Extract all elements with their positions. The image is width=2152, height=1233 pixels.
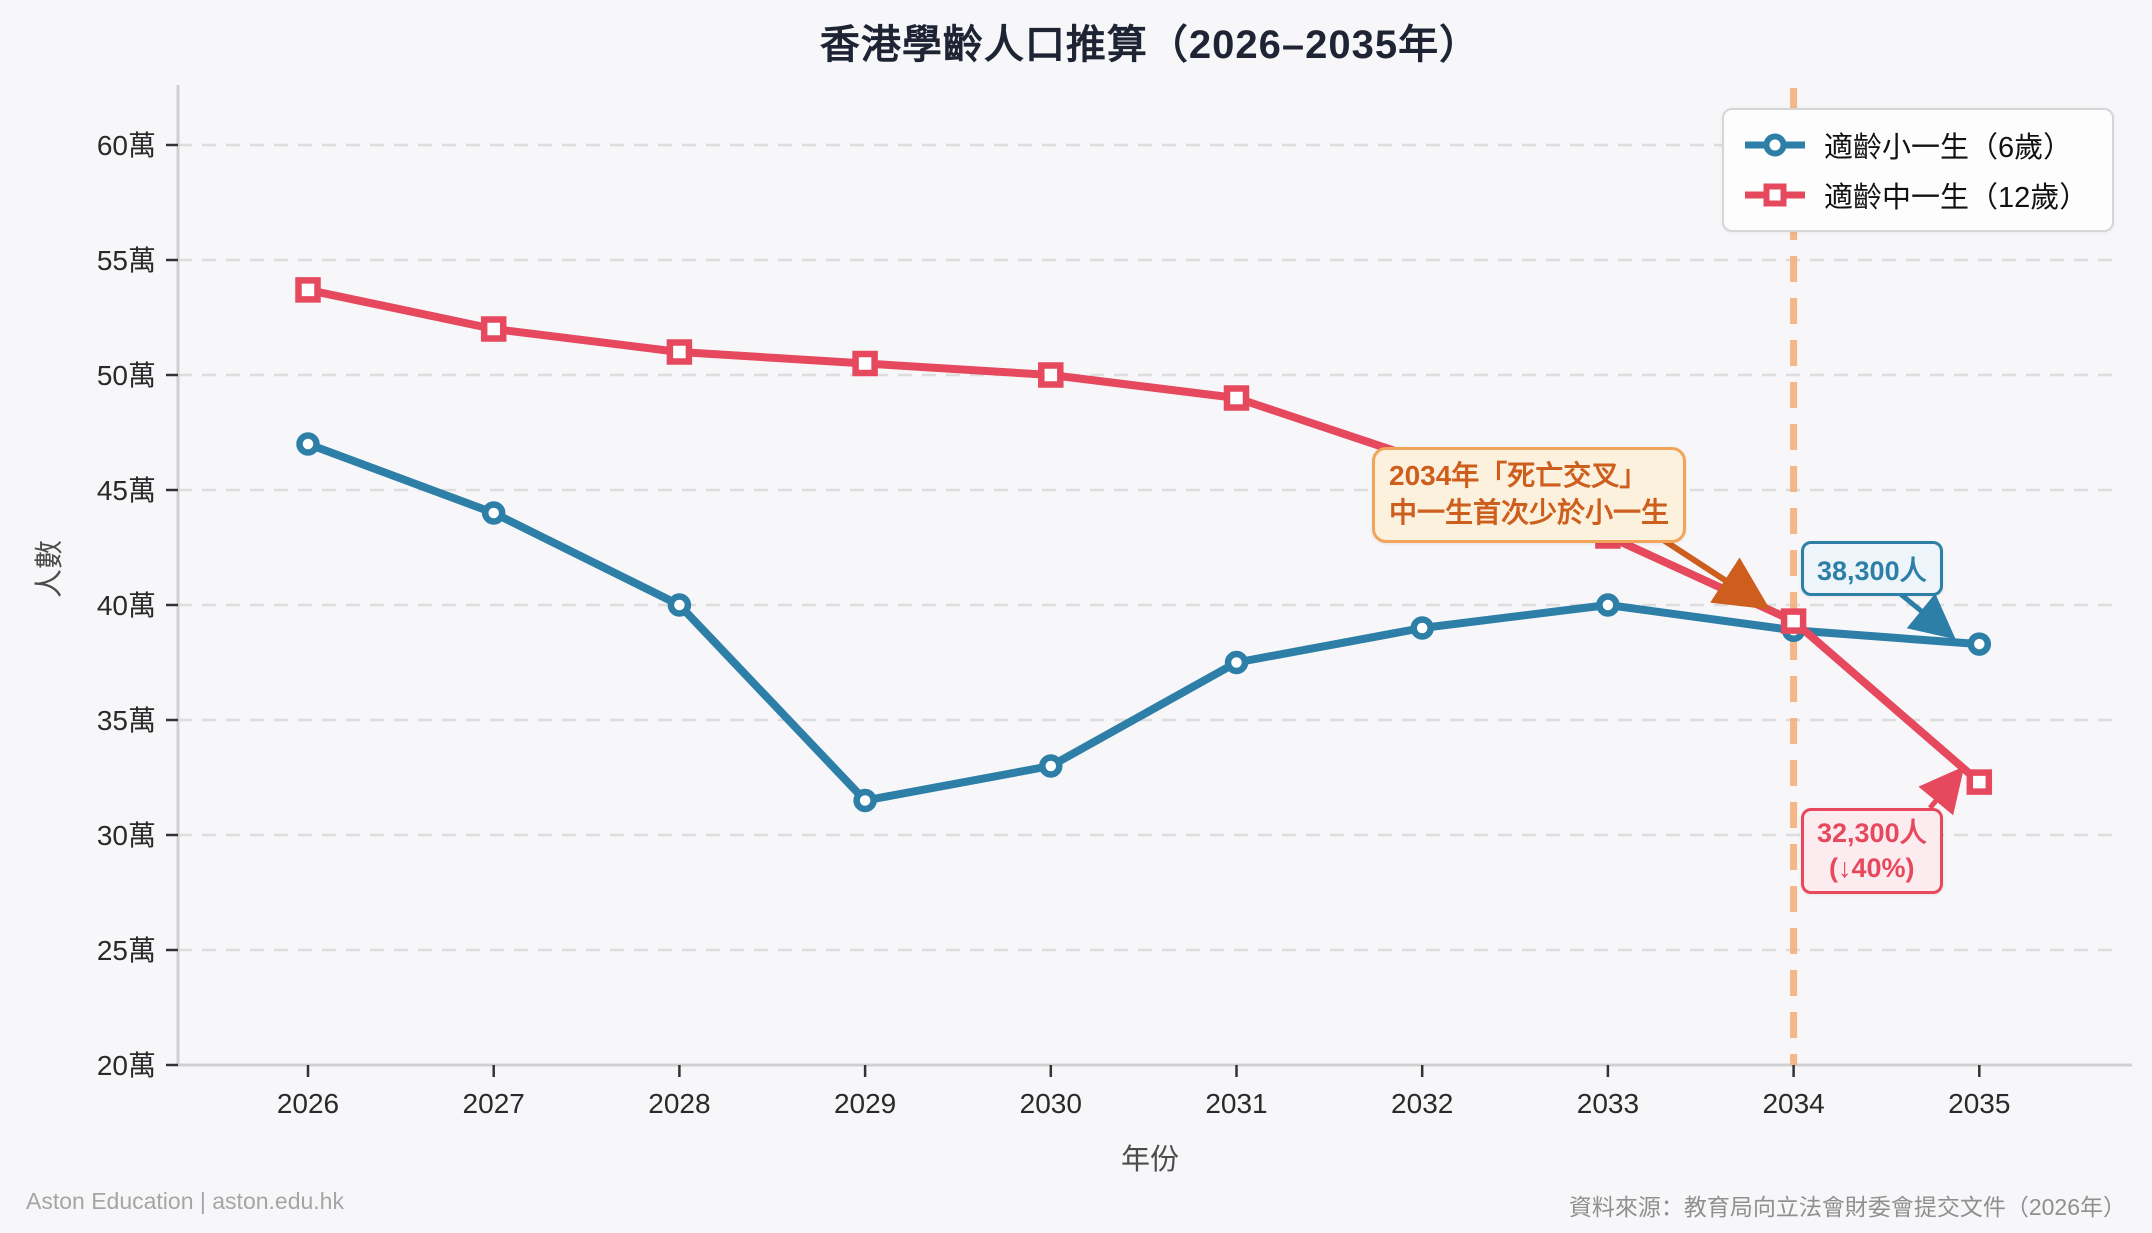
y-tick-label-25: 25萬 xyxy=(97,935,156,966)
legend-marker-square-icon xyxy=(1745,183,1805,207)
x-tick-label-2030: 2030 xyxy=(1020,1088,1082,1119)
chart-title: 香港學齡人口推算（2026–2035年） xyxy=(819,23,1481,67)
y-tick-label-40: 40萬 xyxy=(97,590,156,621)
series-line-0 xyxy=(304,440,1984,805)
secondary-2035-annotation: 32,300人 (↓40%) xyxy=(1801,808,1943,895)
marker-1-2028 xyxy=(666,339,693,365)
secondary-2035-annotation-line1: 32,300人 xyxy=(1817,818,1927,848)
x-tick-label-2029: 2029 xyxy=(834,1088,896,1119)
marker-0-2026 xyxy=(296,432,320,456)
x-tick-label-2034: 2034 xyxy=(1762,1088,1824,1119)
marker-0-2031 xyxy=(1224,650,1249,675)
marker-1-2031 xyxy=(1223,385,1250,411)
primary-2035-arrow xyxy=(1896,590,1956,640)
x-tick-label-2027: 2027 xyxy=(463,1088,525,1119)
y-tick-label-30: 30萬 xyxy=(97,820,156,851)
y-tick-label-60: 60萬 xyxy=(97,130,156,161)
x-axis-title: 年份 xyxy=(1120,1144,1179,1176)
marker-1-2034 xyxy=(1780,608,1807,634)
marker-0-2035 xyxy=(1967,632,1992,656)
marker-0-2029 xyxy=(853,788,877,813)
death-cross-annotation-line1: 2034年「死亡交叉」 xyxy=(1389,460,1648,491)
y-tick-label-35: 35萬 xyxy=(97,705,156,736)
y-tick-label-50: 50萬 xyxy=(97,360,156,391)
y-tick-label-45: 45萬 xyxy=(97,475,156,506)
x-tick-label-2026: 2026 xyxy=(277,1088,339,1119)
marker-0-2028 xyxy=(667,593,692,617)
legend-marker-circle-icon xyxy=(1745,133,1805,157)
y-tick-label-55: 55萬 xyxy=(97,245,156,276)
legend-item-secondary: 適齡中一生（12歲） xyxy=(1742,174,2088,216)
secondary-2035-annotation-line2: (↓40%) xyxy=(1829,853,1915,884)
marker-0-2030 xyxy=(1039,754,1063,778)
series-line-1 xyxy=(304,285,1984,787)
x-tick-label-2033: 2033 xyxy=(1577,1088,1639,1119)
marker-1-2029 xyxy=(852,350,878,377)
marker-1-2035 xyxy=(1966,769,1993,795)
footer-branding: Aston Education | aston.edu.hk xyxy=(26,1188,344,1214)
primary-2035-annotation: 38,300人 xyxy=(1801,541,1943,596)
legend-label-primary: 適齡小一生（6歲） xyxy=(1824,132,2073,164)
y-axis-title: 人數 xyxy=(34,539,67,599)
death-cross-annotation-line2: 中一生首次少於小一生 xyxy=(1389,496,1670,528)
legend: 適齡小一生（6歲） 適齡中一生（12歲） xyxy=(1722,108,2115,232)
death-cross-annotation: 2034年「死亡交叉」 中一生首次少於小一生 xyxy=(1372,447,1687,543)
legend-label-secondary: 適齡中一生（12歲） xyxy=(1824,182,2089,214)
y-tick-label-20: 20萬 xyxy=(97,1050,156,1081)
marker-0-2027 xyxy=(481,501,506,525)
x-tick-label-2032: 2032 xyxy=(1391,1088,1453,1119)
x-tick-label-2035: 2035 xyxy=(1948,1088,2010,1119)
marker-1-2026 xyxy=(295,277,321,303)
marker-0-2032 xyxy=(1410,616,1434,640)
marker-1-2030 xyxy=(1038,362,1064,388)
marker-1-2027 xyxy=(480,316,507,342)
footer-source: 資料來源：教育局向立法會財委會提交文件（2026年） xyxy=(1568,1194,2126,1220)
secondary-2035-arrow xyxy=(1918,766,1965,816)
x-tick-label-2028: 2028 xyxy=(648,1088,710,1119)
x-tick-label-2031: 2031 xyxy=(1205,1088,1267,1119)
legend-item-primary: 適齡小一生（6歲） xyxy=(1742,124,2088,166)
marker-0-2033 xyxy=(1596,593,1620,617)
